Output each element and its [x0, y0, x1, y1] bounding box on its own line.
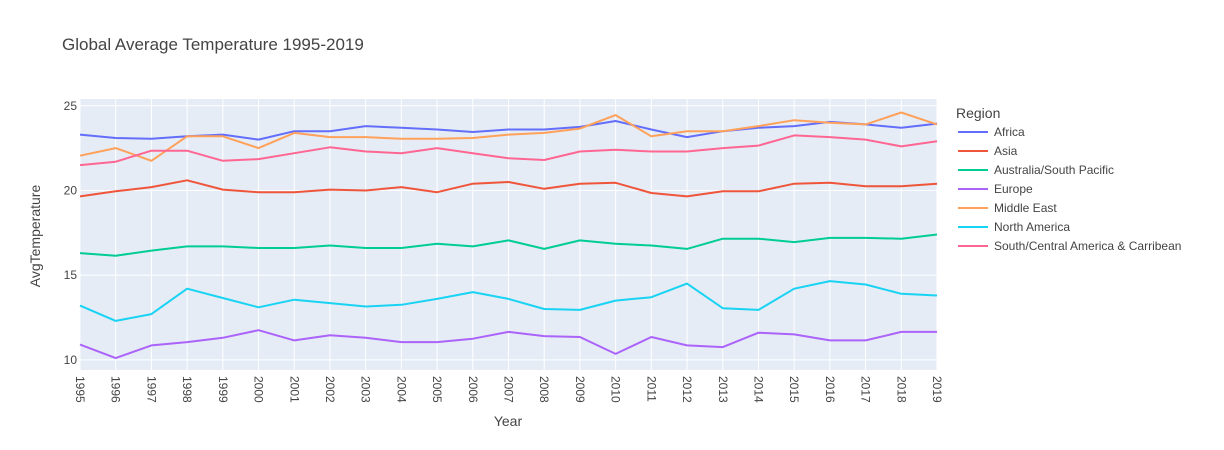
- legend-title: Region: [956, 105, 1000, 121]
- y-axis-ticks: 10 15 20 25: [64, 99, 78, 367]
- x-tick-label: 1996: [109, 376, 123, 403]
- legend-entry: Australia/South Pacific: [994, 163, 1114, 177]
- x-tick-label: 2002: [323, 376, 337, 403]
- legend-entry: Asia: [994, 144, 1018, 158]
- series-line: [79, 134, 938, 167]
- series-line: [79, 120, 938, 141]
- series-line: [79, 329, 937, 360]
- y-tick-label: 20: [64, 183, 78, 197]
- x-tick-label: 2005: [430, 376, 444, 403]
- legend: Region Africa Asia Australia/South Pacific…: [956, 105, 1181, 253]
- x-tick-label: 2012: [680, 376, 694, 403]
- x-tick-label: 2013: [716, 376, 730, 403]
- x-axis-ticks: 1995 1996 1997 1998 1999 2000 2001 2002 2003 2004…: [73, 376, 944, 403]
- series-line: [79, 280, 938, 322]
- x-tick-label: 2000: [252, 376, 266, 403]
- x-tick-label: 2015: [787, 376, 801, 403]
- x-tick-label: 2016: [823, 376, 837, 403]
- chart-title: Global Average Temperature 1995-2019: [62, 35, 364, 54]
- x-tick-label: 2011: [644, 376, 658, 402]
- x-tick-label: 2017: [859, 376, 873, 403]
- series-line: [79, 233, 938, 257]
- x-tick-label: 2019: [930, 376, 944, 403]
- x-tick-label: 1998: [180, 376, 194, 403]
- legend-entry: South/Central America & Carribean: [994, 239, 1181, 253]
- y-tick-label: 25: [64, 99, 78, 113]
- x-tick-label: 2009: [573, 376, 587, 403]
- y-tick-label: 15: [64, 268, 78, 282]
- legend-entry: Middle East: [994, 201, 1057, 215]
- series-line: [79, 111, 938, 162]
- y-tick-label: 10: [64, 353, 78, 367]
- x-tick-label: 2003: [359, 376, 373, 403]
- x-axis-title: Year: [494, 413, 523, 429]
- legend-entry: Africa: [994, 125, 1025, 139]
- x-tick-label: 2010: [609, 376, 623, 403]
- x-tick-label: 2001: [287, 376, 301, 403]
- y-axis-title: AvgTemperature: [27, 185, 43, 288]
- series-lines: [79, 111, 938, 360]
- x-tick-label: 2018: [894, 376, 908, 403]
- legend-entry: Europe: [994, 182, 1033, 196]
- x-tick-label: 1999: [216, 376, 230, 403]
- x-tick-label: 2008: [537, 376, 551, 403]
- x-tick-label: 2006: [466, 376, 480, 403]
- x-tick-label: 1995: [73, 376, 87, 403]
- series-line: [79, 179, 938, 198]
- x-tick-label: 2007: [502, 376, 516, 403]
- legend-entry: North America: [994, 220, 1070, 234]
- x-tick-label: 2014: [751, 376, 765, 403]
- x-tick-label: 2004: [394, 376, 408, 403]
- x-tick-label: 1997: [144, 376, 158, 403]
